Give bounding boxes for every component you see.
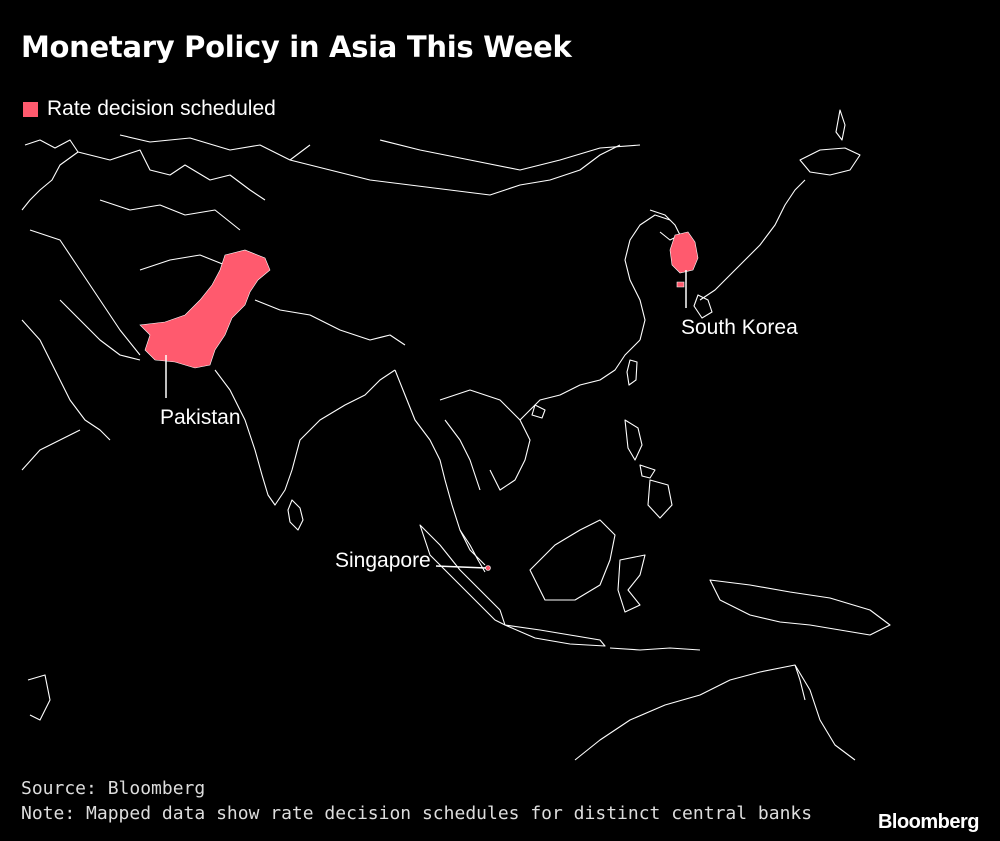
pakistan-shape xyxy=(139,249,271,369)
russia-border xyxy=(379,139,641,171)
jeju xyxy=(676,281,685,288)
south-korea-shape xyxy=(669,231,699,274)
myanmar-coast xyxy=(394,369,486,566)
hainan xyxy=(531,404,546,419)
thai-border xyxy=(444,419,481,491)
caspian-sea xyxy=(21,139,79,211)
malay-peninsula xyxy=(459,529,486,573)
iran-gulf-coast xyxy=(59,299,141,361)
philippines-visayas xyxy=(639,464,656,479)
arabia-border xyxy=(21,429,81,471)
source-text: Source: Bloomberg xyxy=(21,778,206,799)
iran-border xyxy=(29,229,141,356)
uzbek-border xyxy=(99,199,241,231)
india-outline xyxy=(214,369,396,506)
singapore-shape xyxy=(485,565,491,571)
footnotes: Source: Bloomberg Note: Mapped data show… xyxy=(21,776,812,826)
africa-horn xyxy=(27,674,51,721)
chart-title: Monetary Policy in Asia This Week xyxy=(21,30,572,64)
label-south-korea: South Korea xyxy=(681,316,798,339)
japan-honshu xyxy=(699,179,806,301)
central-asia-border xyxy=(77,149,266,201)
china-east-coast xyxy=(624,214,671,341)
new-guinea xyxy=(709,579,891,636)
australia-cape-york xyxy=(794,664,806,701)
java xyxy=(504,624,606,647)
legend-swatch xyxy=(23,101,38,117)
sri-lanka xyxy=(287,499,304,531)
arabia-coast xyxy=(21,319,111,441)
sulawesi xyxy=(617,554,646,613)
kazakh-border xyxy=(119,134,311,161)
bloomberg-logo: Bloomberg xyxy=(877,811,980,833)
legend: Rate decision scheduled xyxy=(23,97,276,121)
legend-label: Rate decision scheduled xyxy=(47,97,276,120)
japan-kyushu xyxy=(693,294,713,319)
india-north-border xyxy=(254,299,406,346)
singapore-leader xyxy=(435,565,487,569)
japan-hokkaido xyxy=(799,147,861,176)
north-korea xyxy=(649,209,681,241)
lesser-sunda xyxy=(609,647,701,651)
philippines-mindanao xyxy=(647,479,673,519)
label-singapore: Singapore xyxy=(335,549,431,572)
afghan-border xyxy=(139,254,226,271)
australia-north xyxy=(574,664,856,761)
sumatra xyxy=(419,524,506,626)
sakhalin xyxy=(835,109,846,141)
philippines-luzon xyxy=(624,419,643,461)
borneo xyxy=(529,519,616,601)
highlighted-countries xyxy=(139,231,699,571)
china-south-coast xyxy=(519,339,641,421)
label-pakistan: Pakistan xyxy=(160,406,241,429)
mongolia-border xyxy=(289,144,621,196)
taiwan xyxy=(626,359,638,386)
indochina-coast xyxy=(439,389,531,491)
note-text: Note: Mapped data show rate decision sch… xyxy=(21,803,813,824)
